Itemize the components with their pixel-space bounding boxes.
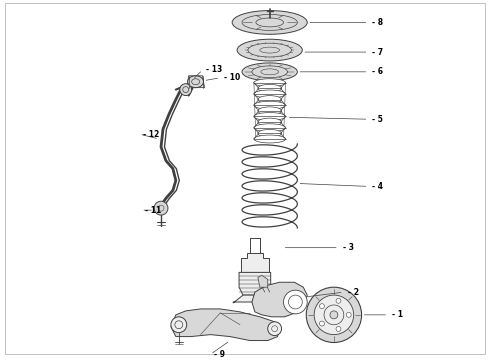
Circle shape: [330, 311, 338, 319]
Circle shape: [336, 327, 341, 332]
Circle shape: [346, 312, 351, 317]
Ellipse shape: [258, 118, 282, 126]
Text: - 10: - 10: [224, 73, 241, 82]
Text: - 9: - 9: [214, 350, 225, 359]
Text: - 11: - 11: [145, 206, 162, 215]
Ellipse shape: [237, 39, 302, 61]
Text: - 1: - 1: [392, 310, 403, 319]
Ellipse shape: [254, 90, 286, 98]
Circle shape: [154, 201, 168, 215]
Ellipse shape: [254, 79, 286, 87]
Ellipse shape: [232, 10, 307, 34]
Text: - 8: - 8: [372, 18, 384, 27]
Ellipse shape: [258, 84, 282, 92]
Text: - 7: - 7: [372, 48, 384, 57]
Polygon shape: [187, 76, 204, 87]
Text: - 5: - 5: [372, 115, 383, 124]
Polygon shape: [233, 295, 277, 303]
Polygon shape: [258, 275, 268, 287]
Polygon shape: [239, 273, 270, 295]
Circle shape: [284, 290, 307, 314]
Ellipse shape: [254, 113, 286, 121]
Circle shape: [171, 317, 187, 333]
Circle shape: [306, 287, 362, 342]
Ellipse shape: [254, 124, 286, 132]
Polygon shape: [241, 253, 269, 273]
Text: - 3: - 3: [343, 243, 354, 252]
Ellipse shape: [258, 107, 282, 115]
Circle shape: [268, 322, 282, 336]
Ellipse shape: [254, 135, 286, 143]
Text: - 2: - 2: [348, 288, 359, 297]
Ellipse shape: [258, 130, 282, 137]
Circle shape: [314, 295, 354, 334]
Text: - 13: - 13: [206, 66, 223, 75]
Ellipse shape: [188, 76, 203, 87]
Circle shape: [319, 321, 324, 326]
Text: - 6: - 6: [372, 67, 384, 76]
Polygon shape: [252, 282, 307, 317]
Circle shape: [319, 304, 324, 309]
Ellipse shape: [242, 63, 297, 81]
Text: - 4: - 4: [372, 182, 384, 191]
Circle shape: [180, 84, 192, 95]
Polygon shape: [171, 309, 280, 341]
Text: - 12: - 12: [143, 130, 159, 139]
Ellipse shape: [254, 101, 286, 109]
Ellipse shape: [258, 96, 282, 104]
Circle shape: [336, 298, 341, 303]
